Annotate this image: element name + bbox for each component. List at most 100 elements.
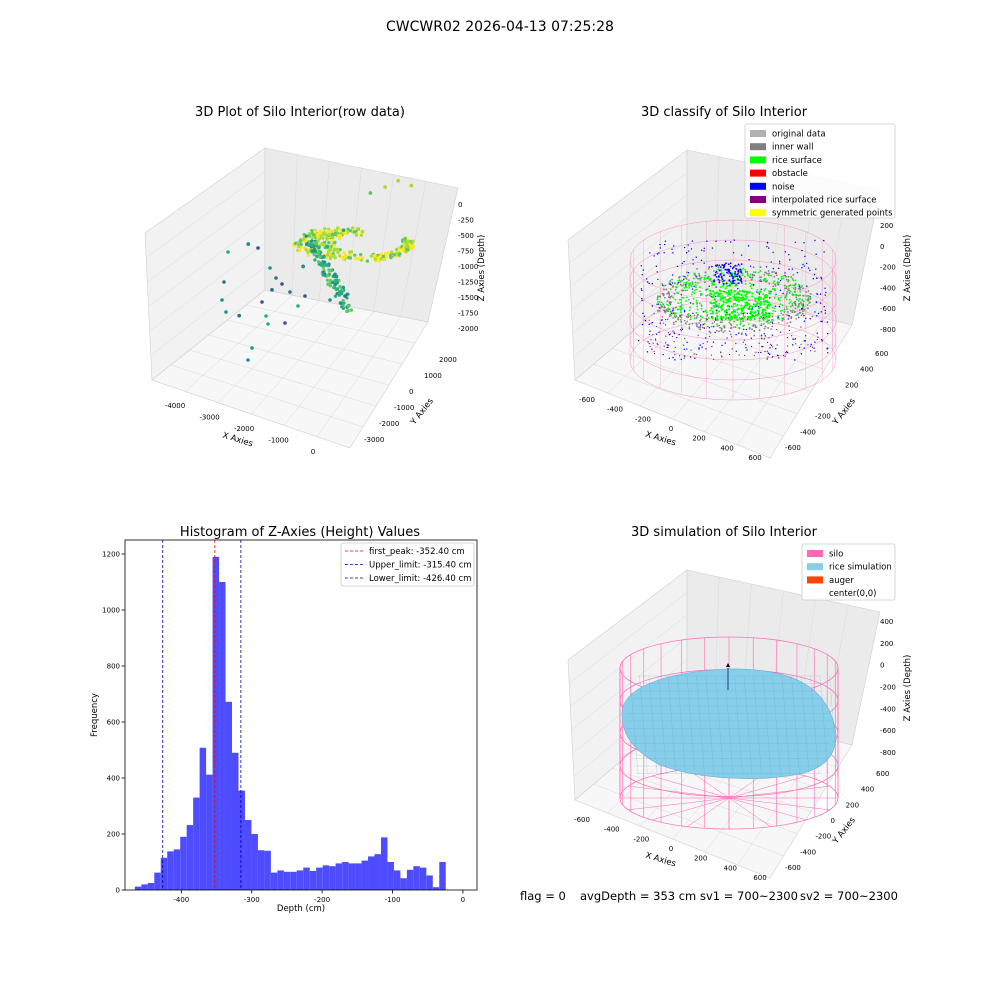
data-point-noise <box>769 297 771 299</box>
data-point-noise <box>788 268 790 270</box>
y-tick-label: 800 <box>107 663 120 671</box>
data-point-rice <box>742 306 745 310</box>
histogram-bar <box>206 774 213 890</box>
tick-label: -400 <box>880 284 896 292</box>
data-point-interp <box>690 349 692 351</box>
data-point-rice <box>721 294 723 297</box>
data-point-noise <box>732 282 735 285</box>
data-point-rice <box>716 304 719 307</box>
data-point-wall <box>716 325 719 328</box>
data-point-noise <box>715 295 717 298</box>
histogram-bar <box>225 701 233 890</box>
data-point-rice <box>749 311 753 314</box>
status-flag: flag = 0 <box>520 889 566 903</box>
grid-line <box>148 218 266 307</box>
silo-line <box>728 797 830 811</box>
data-point-noise <box>708 285 710 287</box>
data-point-wall <box>772 285 775 288</box>
data-point-wall <box>672 307 675 310</box>
data-point <box>288 290 292 294</box>
data-point-noise <box>823 305 825 308</box>
data-point-noise <box>815 253 817 255</box>
data-point-rice <box>733 326 735 329</box>
chart-histogram-vlines <box>162 540 242 890</box>
data-point-interp <box>711 316 713 318</box>
data-point-noise <box>686 341 688 344</box>
data-point-rice <box>738 292 741 296</box>
data-point-rice <box>720 308 723 311</box>
data-point-rice <box>757 271 760 274</box>
data-point-rice <box>710 312 712 315</box>
tick-label: 0 <box>669 845 673 853</box>
data-point-noise <box>814 341 816 343</box>
data-point-rice <box>730 291 733 294</box>
data-point-wall <box>790 276 793 278</box>
silo-line <box>728 797 807 821</box>
data-point-rice <box>692 302 694 305</box>
data-point-interp <box>695 353 697 356</box>
data-point-rice <box>697 281 699 284</box>
data-point-wall <box>802 300 805 303</box>
data-point-rice <box>779 299 781 302</box>
data-point-interp <box>754 318 756 320</box>
data-point-wall <box>660 306 663 308</box>
data-point-rice <box>744 280 747 283</box>
surface-mesh-line <box>753 675 762 775</box>
data-point <box>351 226 355 230</box>
data-point-wall <box>664 306 666 309</box>
surface-mesh-line <box>686 675 696 775</box>
data-point-rice <box>788 302 791 305</box>
data-point-rice <box>772 309 775 312</box>
data-point-rice <box>762 313 765 316</box>
data-point-wall <box>758 329 761 332</box>
data-point-rice <box>744 268 747 271</box>
surface-mesh-line <box>781 675 791 775</box>
data-point <box>405 242 409 247</box>
data-point-noise <box>775 347 777 350</box>
data-point-interp <box>684 337 686 340</box>
data-point-noise <box>769 347 771 349</box>
data-point-noise <box>702 311 705 313</box>
data-point-rice <box>710 292 713 296</box>
data-point-rice <box>747 315 750 319</box>
data-point-noise <box>723 263 726 266</box>
data-point-rice <box>730 280 733 283</box>
data-point-noise <box>718 264 721 267</box>
data-point <box>316 260 321 264</box>
data-point <box>325 263 330 268</box>
histogram-bar <box>180 836 187 890</box>
center-marker <box>726 663 730 667</box>
chart-classify-3d-points <box>629 219 837 401</box>
data-point-rice <box>711 290 715 293</box>
data-point-rice <box>716 315 719 318</box>
legend-label: Lower_limit: -426.40 cm <box>369 574 471 584</box>
data-point-interp <box>735 342 737 345</box>
data-point-rice <box>792 287 795 290</box>
grid-line <box>147 195 266 283</box>
data-point-rice <box>742 297 745 301</box>
data-point <box>325 273 330 278</box>
data-point-interp <box>810 350 812 352</box>
data-point-interp <box>817 336 819 338</box>
data-point-noise <box>724 240 727 243</box>
tick-label: 600 <box>875 350 888 358</box>
histogram-bar <box>270 872 278 890</box>
data-point-noise <box>637 339 640 342</box>
data-point-rice <box>722 284 725 287</box>
data-point-interp <box>671 335 674 338</box>
tick-label: -600 <box>579 396 595 404</box>
data-point-noise <box>766 242 769 244</box>
tick-label: 200 <box>692 435 705 443</box>
data-point <box>274 276 278 280</box>
data-point-noise <box>784 275 786 277</box>
data-point-interp <box>648 333 651 336</box>
data-point <box>359 252 363 257</box>
data-point-rice <box>777 314 780 317</box>
data-point-interp <box>654 338 656 340</box>
tick-label: -600 <box>880 305 896 313</box>
data-point-wall <box>795 296 798 299</box>
data-point-rice <box>748 275 751 278</box>
data-point-noise <box>725 262 727 265</box>
tick-label: -1750 <box>458 310 478 318</box>
data-point-rice <box>690 285 693 288</box>
